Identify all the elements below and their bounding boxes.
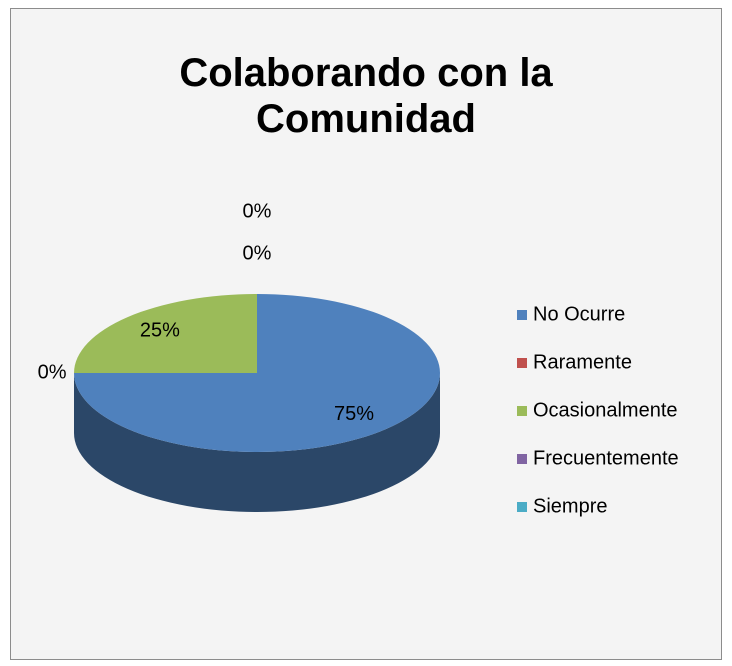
data-label: 75% xyxy=(334,403,374,425)
data-label: 0% xyxy=(243,242,272,264)
data-label: 0% xyxy=(243,200,272,222)
legend-label: Raramente xyxy=(533,351,632,373)
chart-title: Colaborando con la Comunidad xyxy=(179,51,553,141)
legend-swatch xyxy=(517,310,527,320)
legend-label: Frecuentemente xyxy=(533,447,679,469)
legend-swatch xyxy=(517,358,527,368)
legend-label: No Ocurre xyxy=(533,303,625,325)
pie-side xyxy=(74,373,440,512)
data-label: 25% xyxy=(140,319,180,341)
pie-slice xyxy=(74,294,257,373)
legend-swatch xyxy=(517,454,527,464)
legend-label: Siempre xyxy=(533,495,607,517)
legend-swatch xyxy=(517,502,527,512)
data-label: 0% xyxy=(38,361,67,383)
legend-swatch xyxy=(517,406,527,416)
legend-label: Ocasionalmente xyxy=(533,399,678,421)
